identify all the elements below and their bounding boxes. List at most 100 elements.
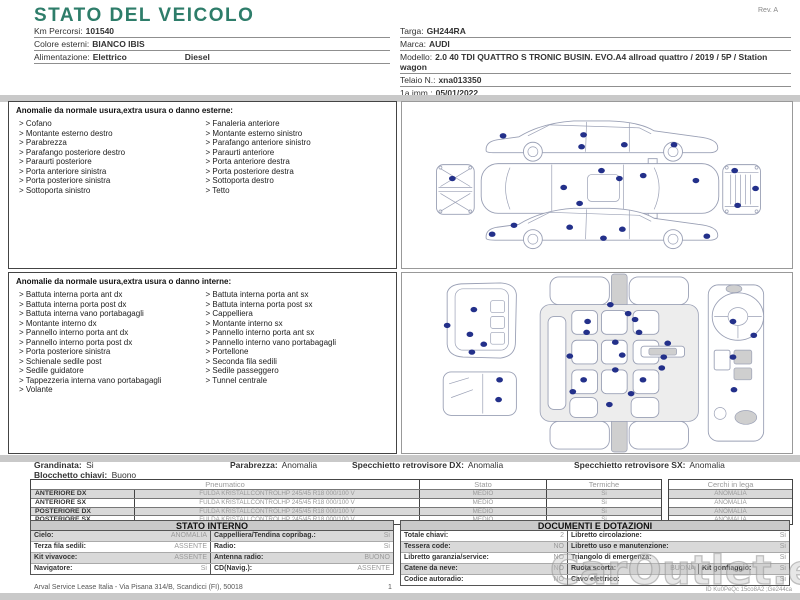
interior-damage-dots [443,301,758,408]
damage-dot [499,133,507,139]
anomaly-item: > Cappelliera [205,309,253,318]
item-value: Si [779,532,786,539]
header-field-row: Modello: 2.0 40 TDI QUATTRO S TRONIC BUSI… [400,51,791,74]
item-value: NO [516,542,568,552]
page-title: STATO DEL VEICOLO [34,5,255,26]
footer-company: Arval Service Lease Italia - Via Pisana … [34,584,243,591]
interior-anomalies-right-column: > Battuta interna porta ant sx > Battuta … [206,290,393,395]
damage-dot [510,222,518,228]
item-value: 2 [516,531,568,541]
stato-interno-header: STATO INTERNO [30,520,394,531]
damage-dot [631,316,639,323]
damage-dot [734,202,742,209]
item-label: Libretto garanzia/service: [404,554,489,561]
documenti-row: Catene da neve: NO Ruota scorta: BUONA Kit g… [401,563,789,574]
anomaly-item: > Portellone [205,347,249,356]
cabin-plan-view [539,273,699,453]
header-field-row: Telaio N.: xna013350 [400,74,791,87]
anomaly-item: > Porta posteriore sinistra [19,176,111,185]
rims-table: Cerchi in lega ANOMALIAANOMALIAANOMALIAA… [668,479,793,526]
exterior-damage-diagram [401,101,793,269]
tire-termiche: Si [546,490,661,498]
tire-row: POSTERIORE DX FULDA KRISTALLCONTROLHP 245… [31,506,661,516]
condition-item: Specchietto retrovisore DX: Anomalia [352,460,504,470]
header-field-row: Colore esterni: BIANCO IBIS [34,38,390,51]
stato-interno-row: Cielo: ANOMALIA Cappelliera/Tendina coprib… [31,531,393,541]
item-label: Cappelliera/Tendina copribag.: [214,532,316,539]
vehicle-header-right: Targa: GH244RA Marca: AUDI Modello: 2.0 40 TD… [400,25,791,100]
rim-status: ANOMALIA [669,506,792,516]
damage-dot [566,224,574,230]
tire-col-stato: Stato [419,480,546,489]
car-rear-view [722,164,761,215]
trunk-view [446,282,517,359]
tire-position: ANTERIORE DX [35,490,87,497]
anomaly-item: > Battuta interna porta ant dx [19,290,123,299]
anomaly-item: > Parabrezza [19,138,67,147]
item-label: Cielo: [34,532,54,539]
separator-band [0,455,800,462]
anomaly-item: > Parafango posteriore destro [19,147,126,157]
anomaly-item: > Schienale sedile post [19,356,102,366]
field-value: 05/01/2022 [435,88,479,98]
item-label: Kit vivavoce: [34,554,78,561]
anomaly-item: > Tunnel centrale [205,375,268,385]
anomaly-item: > Pannello interno porta post dx [19,337,133,347]
item-label: Libretto uso e manutenzione: [571,543,669,550]
damage-dot [611,367,619,373]
anomaly-item: > Tetto [205,185,230,195]
tire-position: POSTERIORE DX [35,507,91,515]
footer-reference: ID Ku0PeQc 15co8A2 ;Ge244ca [705,587,792,593]
item-label: Codice autoradio: [404,576,464,583]
item-value: Si [139,564,211,574]
field-label: Modello: [400,52,433,62]
header-field-row: Alimentazione: Elettrico Diesel [34,51,390,64]
anomaly-item: > Pannello interno porta ant dx [19,328,129,337]
damage-dot [729,318,737,325]
item-value: Si [779,565,786,572]
field-value: Elettrico [92,52,127,62]
interior-damage-diagram [401,272,793,454]
exterior-anomalies-left-column: > Cofano > Montante esterno destro > Parab… [19,119,206,195]
damage-dot [624,310,632,317]
anomaly-item: > Porta posteriore destra [205,166,294,176]
tire-row: ANTERIORE SX FULDA KRISTALLCONTROLHP 245/… [31,497,661,507]
anomaly-item: > Sottoporta sinistro [19,185,91,195]
rim-status: ANOMALIA [669,497,792,507]
anomaly-item: > Montante interno sx [205,318,283,328]
condition-item: Specchietto retrovisore SX: Anomalia [574,460,725,470]
exterior-anomalies-title: Anomalie da normale usura,extra usura o … [16,106,233,115]
item-label: Totale chiavi: [404,532,449,539]
separator-band [0,593,800,600]
damage-dot [569,389,577,395]
rims-table-header: Cerchi in lega [707,480,754,489]
revision-label: Rev. A [758,7,779,14]
anomaly-item: > Porta anteriore sinistra [19,166,107,176]
item-value: Si [779,554,786,561]
damage-dot [448,175,456,182]
damage-dot [639,377,647,383]
interior-anomalies-box: Anomalie da normale usura,extra usura o … [8,272,397,454]
field-label: Colore esterni: [34,39,90,49]
vehicle-header-left: Km Percorsi: 101540 Colore esterni: BIANCO … [34,25,390,64]
anomaly-item: > Paraurti anteriore [205,147,275,157]
field-label: 1a imm.: [400,88,433,98]
damage-dot [703,233,711,239]
anomaly-item: > Sedile passeggero [205,366,279,375]
damage-dot [443,322,451,329]
damage-dot [660,354,668,360]
tire-stato: MEDIO [419,498,546,507]
condition-item: Parabrezza: Anomalia [230,460,318,470]
item-label: CD(Navig.): [214,565,253,572]
rim-status: ANOMALIA [669,515,792,524]
anomaly-item: > Battuta interna porta post sx [205,299,313,309]
damage-dot [480,341,488,347]
field-label: Telaio N.: [400,75,436,85]
interior-anomalies-left-column: > Battuta interna porta ant dx > Battuta … [19,290,206,395]
anomaly-item: > Montante esterno destro [19,128,113,138]
damage-dot [611,339,619,345]
damage-dot [658,365,666,371]
damage-dot [580,132,587,138]
car-side-view-bottom [485,207,719,250]
tire-termiche: Si [546,507,661,516]
